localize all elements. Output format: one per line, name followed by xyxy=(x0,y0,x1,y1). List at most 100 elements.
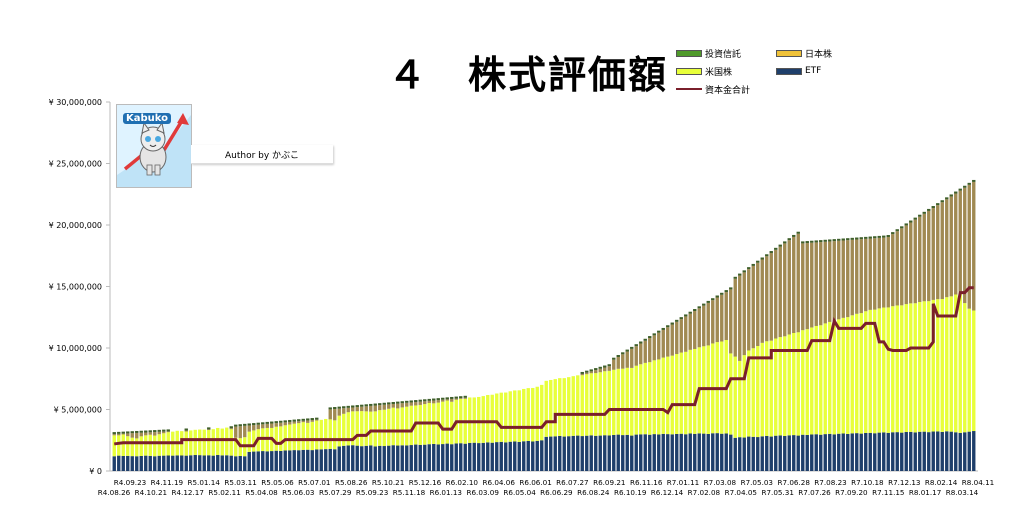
bar-segment-米国株 xyxy=(378,410,382,446)
bar-segment-米国株 xyxy=(958,291,962,433)
bar-segment-米国株 xyxy=(216,427,220,456)
bar-segment-投資信託 xyxy=(450,396,454,399)
bar-segment-米国株 xyxy=(693,348,697,434)
bar-segment-米国株 xyxy=(607,370,611,436)
bar-segment-米国株 xyxy=(490,394,494,443)
bar-segment-日本株 xyxy=(873,238,877,310)
bar-segment-日本株 xyxy=(715,297,719,343)
bar-segment-米国株 xyxy=(778,337,782,436)
bar-segment-投資信託 xyxy=(958,188,962,191)
bar-segment-ETF xyxy=(616,434,620,471)
bar-segment-投資信託 xyxy=(580,371,584,374)
bar-segment-ETF xyxy=(495,442,499,471)
bar-segment-米国株 xyxy=(369,411,373,446)
legend-label-beikokukabu: 米国株 xyxy=(705,67,733,78)
bar-segment-米国株 xyxy=(301,422,305,450)
bar-segment-ETF xyxy=(675,433,679,471)
bar-segment-ETF xyxy=(432,443,436,471)
bar-segment-投資信託 xyxy=(459,396,463,399)
bar-segment-日本株 xyxy=(675,321,679,355)
x-tick-label-upper: R6.11.16 xyxy=(630,478,663,487)
bar-segment-日本株 xyxy=(711,300,715,344)
bar-segment-投資信託 xyxy=(625,349,629,352)
bar-segment-日本株 xyxy=(963,187,967,304)
bar-segment-投資信託 xyxy=(270,421,274,424)
bar-segment-ETF xyxy=(652,434,656,471)
bar-segment-ETF xyxy=(139,455,143,471)
bar-segment-ETF xyxy=(801,434,805,471)
bar-segment-米国株 xyxy=(450,401,454,445)
bar-segment-米国株 xyxy=(904,304,908,433)
bar-segment-投資信託 xyxy=(841,238,845,241)
bar-segment-米国株 xyxy=(333,420,337,450)
bar-segment-米国株 xyxy=(558,378,562,436)
bar-segment-投資信託 xyxy=(589,369,593,372)
bar-segment-ETF xyxy=(193,455,197,471)
bar-segment-ETF xyxy=(769,436,773,471)
bar-segment-投資信託 xyxy=(702,303,706,306)
bar-segment-米国株 xyxy=(297,423,301,451)
bar-segment-ETF xyxy=(306,449,310,471)
bar-segment-投資信託 xyxy=(891,232,895,235)
x-tick-label-lower: R5.02.11 xyxy=(208,488,240,497)
bar-segment-投資信託 xyxy=(648,336,652,339)
bar-segment-米国株 xyxy=(288,424,292,451)
bar-segment-米国株 xyxy=(486,394,490,443)
bar-segment-投資信託 xyxy=(283,420,287,423)
bar-segment-米国株 xyxy=(373,411,377,447)
bar-segment-投資信託 xyxy=(927,208,931,211)
bar-segment-投資信託 xyxy=(337,406,341,409)
bar-segment-米国株 xyxy=(841,317,845,434)
bar-segment-ETF xyxy=(913,432,917,471)
x-tick-label-lower: R5.11.18 xyxy=(393,488,426,497)
bar-segment-米国株 xyxy=(225,427,229,456)
bar-segment-ETF xyxy=(553,436,557,471)
bar-segment-日本株 xyxy=(126,433,130,437)
bar-segment-投資信託 xyxy=(697,306,701,309)
bar-segment-ETF xyxy=(909,431,913,471)
bar-segment-ETF xyxy=(954,432,958,471)
bar-segment-日本株 xyxy=(454,398,458,400)
bar-segment-米国株 xyxy=(774,338,778,436)
bar-segment-投資信託 xyxy=(652,333,656,336)
bar-segment-米国株 xyxy=(148,434,152,456)
chart-legend: 投資信託 日本株 米国株 ETF 資本金合計 xyxy=(676,44,876,100)
y-tick-label: ¥ 15,000,000 xyxy=(49,283,102,292)
author-caption: Author by かぶこ xyxy=(191,145,333,164)
bar-segment-日本株 xyxy=(621,354,625,369)
bar-segment-日本株 xyxy=(796,233,800,333)
bar-segment-米国株 xyxy=(504,392,508,443)
bar-segment-投資信託 xyxy=(378,403,382,406)
bar-segment-日本株 xyxy=(657,332,661,360)
bar-segment-米国株 xyxy=(126,436,130,456)
bar-segment-米国株 xyxy=(850,315,854,434)
bar-segment-投資信託 xyxy=(297,419,301,422)
bar-segment-ETF xyxy=(238,455,242,471)
bar-segment-日本株 xyxy=(585,372,589,375)
legend-label-etf: ETF xyxy=(805,66,822,76)
bar-segment-米国株 xyxy=(630,367,634,436)
bar-segment-日本株 xyxy=(247,425,251,432)
bar-segment-投資信託 xyxy=(751,263,755,266)
bar-segment-ETF xyxy=(814,434,818,471)
bar-segment-日本株 xyxy=(292,421,296,424)
bar-segment-米国株 xyxy=(405,406,409,446)
bar-segment-日本株 xyxy=(814,242,818,326)
bar-segment-米国株 xyxy=(787,334,791,436)
bar-segment-米国株 xyxy=(810,327,814,435)
bar-segment-米国株 xyxy=(643,362,647,435)
bar-segment-投資信託 xyxy=(859,237,863,240)
bar-segment-日本株 xyxy=(774,249,778,339)
bar-segment-米国株 xyxy=(684,351,688,435)
bar-segment-日本株 xyxy=(423,401,427,405)
bar-segment-ETF xyxy=(697,433,701,471)
bar-segment-ETF xyxy=(967,431,971,471)
x-tick-label-upper: R7.03.08 xyxy=(704,478,737,487)
bar-segment-投資信託 xyxy=(279,420,283,423)
bar-segment-ETF xyxy=(603,435,607,471)
bar-segment-米国株 xyxy=(571,376,575,436)
bar-segment-米国株 xyxy=(112,435,116,457)
bar-segment-投資信託 xyxy=(805,241,809,244)
bar-segment-米国株 xyxy=(324,418,328,450)
bar-segment-投資信託 xyxy=(418,399,422,402)
